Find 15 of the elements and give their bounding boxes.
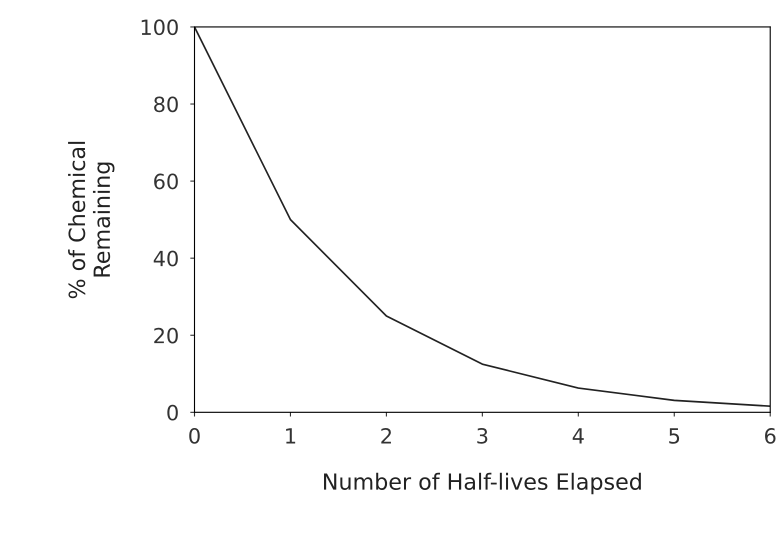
y-tick-label: 0 <box>167 404 178 421</box>
x-tick-label: 3 <box>477 428 488 444</box>
x-tick-label: 6 <box>765 428 776 444</box>
x-tick-label: 5 <box>669 428 680 444</box>
y-tick-label: 60 <box>154 174 178 190</box>
x-tick-label: 2 <box>381 428 391 444</box>
y-tick-label: 20 <box>154 328 178 344</box>
y-axis-title: % of Chemical Remaining <box>68 142 114 298</box>
y-tick-label: 100 <box>142 19 178 36</box>
y-tick-label: 80 <box>154 96 178 112</box>
x-tick-label: 4 <box>572 428 584 444</box>
x-tick-label: 1 <box>286 428 296 444</box>
x-tick-label: 0 <box>189 428 200 444</box>
y-tick-label: 40 <box>154 250 178 266</box>
x-axis-title: Number of Half-lives Elapsed <box>324 472 641 494</box>
